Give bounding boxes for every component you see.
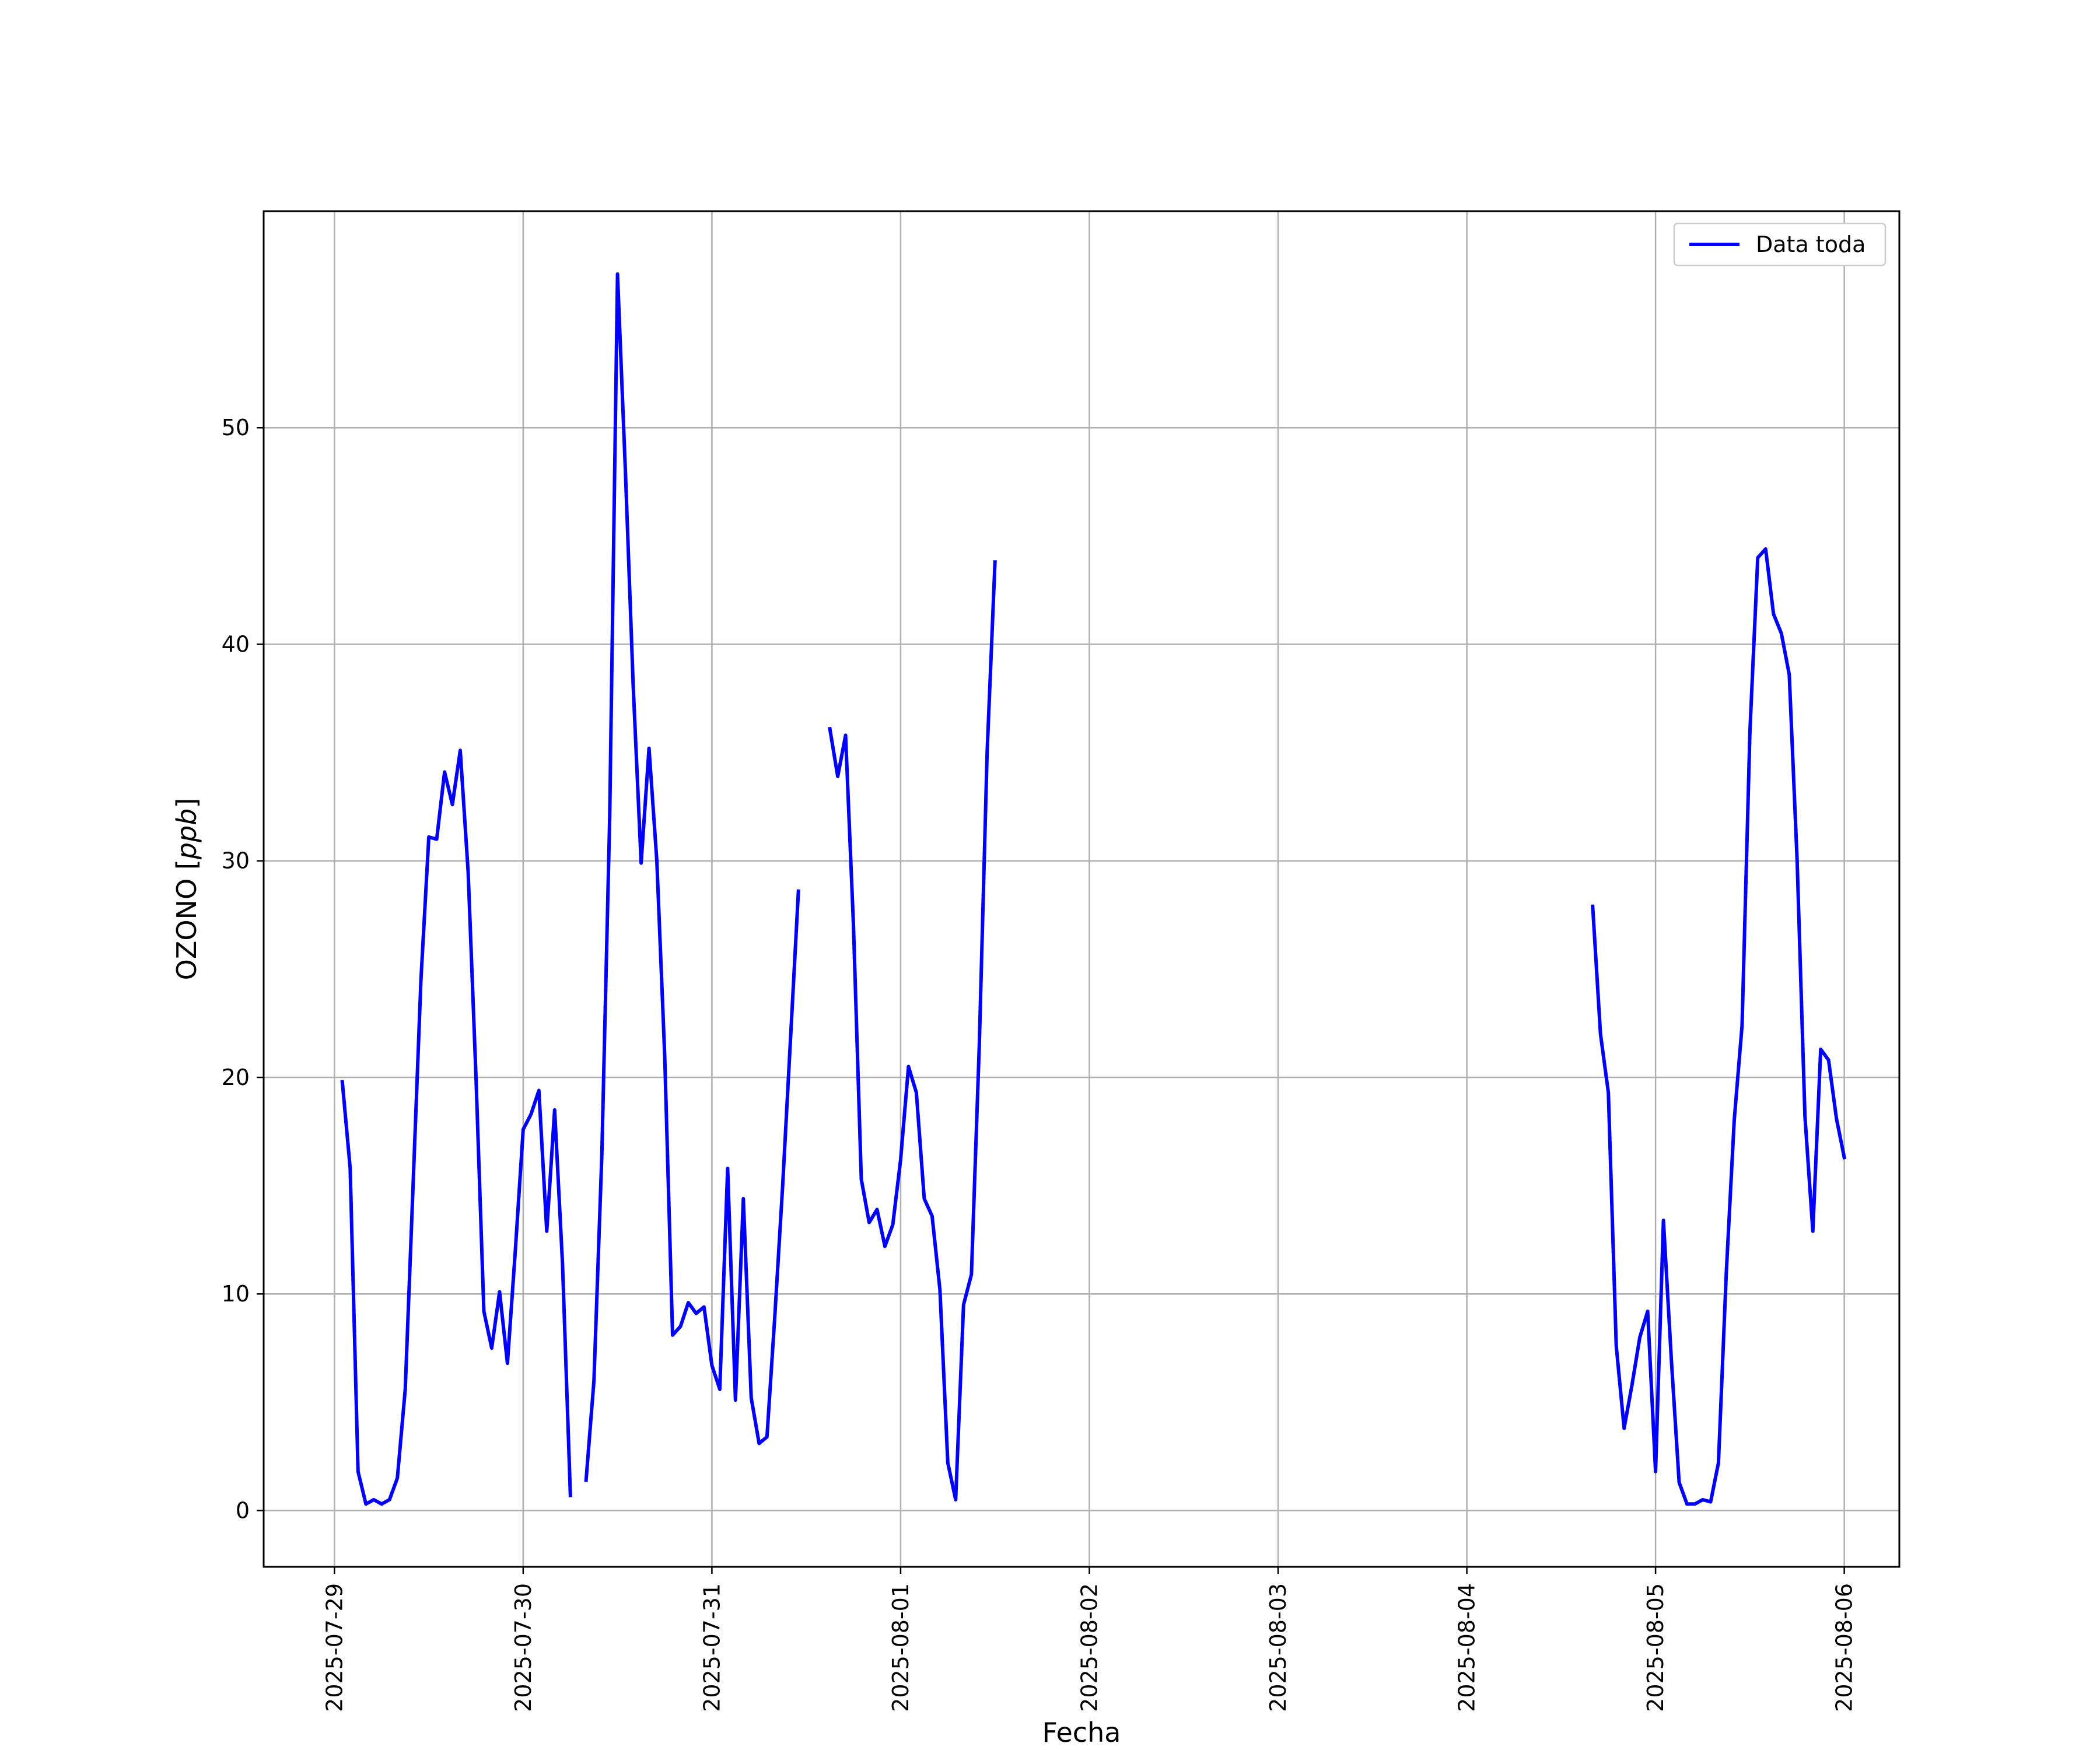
x-tick-label: 2025-08-03	[1265, 1583, 1291, 1712]
series-line-segment	[584, 272, 800, 1482]
grid-lines	[264, 211, 1899, 1567]
legend-box	[1673, 222, 1887, 267]
x-tick-label: 2025-08-06	[1832, 1583, 1857, 1712]
y-tick-label: 20	[222, 1065, 250, 1090]
y-tick-label: 10	[222, 1281, 250, 1307]
x-tick-label: 2025-08-05	[1643, 1583, 1668, 1712]
x-tick-label: 2025-07-30	[510, 1583, 536, 1712]
series-line-segment	[1591, 547, 1847, 1506]
legend-entry-data-toda: Data toda	[1756, 232, 1866, 257]
y-axis-title: OZONO [ppb]	[171, 798, 202, 981]
y-axis-title-main: OZONO [	[171, 859, 202, 980]
plot-frame	[262, 210, 1901, 1568]
x-axis-title: Fecha	[1042, 1717, 1121, 1748]
x-tick-label: 2025-08-01	[888, 1583, 914, 1712]
axis-ticks: 2025-07-29 2025-07-30 2025-07-31 2025-08-01…	[222, 415, 1857, 1712]
x-tick-label: 2025-07-29	[321, 1583, 347, 1712]
y-tick-label: 30	[222, 848, 250, 874]
y-axis-title-end: ]	[171, 798, 202, 808]
series-line-segment	[340, 748, 572, 1506]
y-tick-label: 50	[222, 415, 250, 440]
x-tick-label: 2025-08-04	[1454, 1583, 1480, 1712]
data-series-lines	[340, 272, 1847, 1506]
y-tick-label: 40	[222, 631, 250, 657]
x-tick-label: 2025-08-02	[1076, 1583, 1102, 1712]
x-tick-label: 2025-07-31	[699, 1583, 724, 1712]
y-axis-title-unit: ppb	[171, 808, 202, 860]
series-line-segment	[828, 560, 997, 1502]
y-tick-label: 0	[236, 1497, 250, 1523]
legend: Data toda	[1673, 222, 1887, 267]
